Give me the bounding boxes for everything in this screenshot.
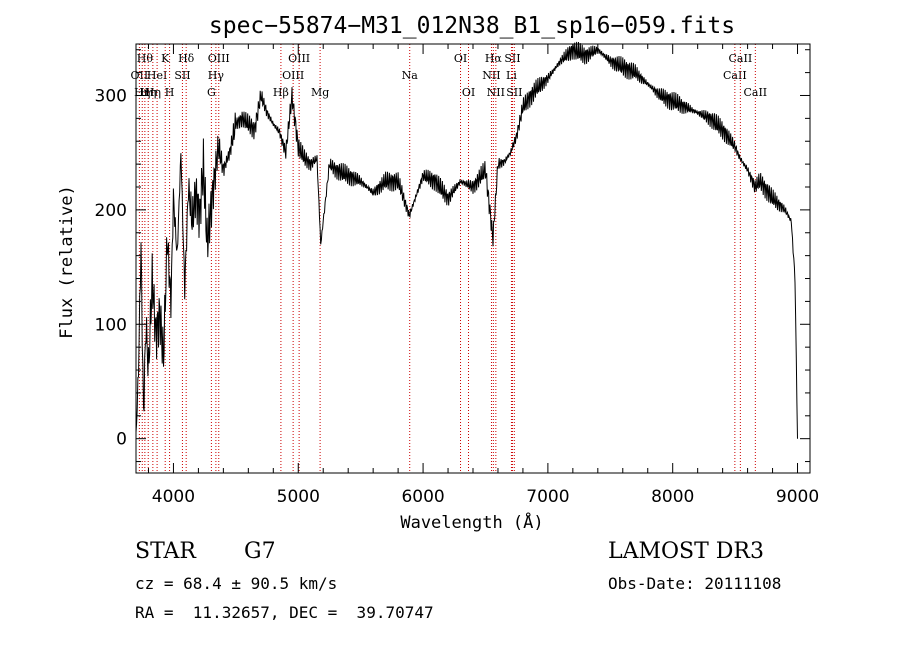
redshift-info: cz = 68.4 ± 90.5 km/s bbox=[135, 574, 338, 593]
y-axis-label: Flux (relative) bbox=[57, 185, 77, 339]
line-label: OI bbox=[462, 86, 475, 99]
x-tick-label: 5000 bbox=[277, 487, 320, 507]
line-label: NII bbox=[482, 69, 500, 82]
line-label: OIII bbox=[208, 52, 230, 65]
object-subclass: G7 bbox=[244, 539, 276, 564]
line-label: Hα bbox=[485, 52, 503, 65]
line-label: Hγ bbox=[208, 69, 225, 82]
line-label: SII bbox=[504, 52, 520, 65]
x-axis-label: Wavelength (Å) bbox=[400, 511, 543, 533]
line-label: CaII bbox=[729, 52, 753, 65]
line-label: Li bbox=[506, 69, 517, 82]
obs-date: Obs-Date: 20111108 bbox=[608, 574, 782, 593]
line-label: CaII bbox=[743, 86, 767, 99]
line-label: OIII bbox=[282, 69, 304, 82]
line-label: Hβ bbox=[273, 86, 289, 99]
spectrum-line bbox=[135, 41, 798, 439]
line-label: H bbox=[165, 86, 175, 99]
y-tick-label: 300 bbox=[95, 86, 127, 106]
survey-name: LAMOST DR3 bbox=[608, 539, 764, 564]
line-label: HeI bbox=[147, 69, 167, 82]
line-label: OII bbox=[131, 69, 149, 82]
line-label: CaII bbox=[723, 69, 747, 82]
x-tick-label: 8000 bbox=[651, 487, 694, 507]
line-label: SII bbox=[506, 86, 522, 99]
plot-frame bbox=[135, 43, 811, 474]
line-label: Na bbox=[402, 69, 419, 82]
chart-title: spec−55874−M31_012N38_B1_sp16−059.fits bbox=[209, 13, 735, 39]
line-label: Hδ bbox=[178, 52, 195, 65]
y-axis: 0 100 200 300 bbox=[95, 49, 810, 463]
line-label: Hθ bbox=[137, 52, 154, 65]
line-label: K bbox=[161, 52, 170, 65]
line-markers: OIIHηHθHηHηHeIKHSIIHδGHγOIIIHβOIIIOIIIMg… bbox=[131, 44, 767, 473]
y-tick-label: 200 bbox=[95, 201, 127, 221]
line-label: NII bbox=[487, 86, 505, 99]
line-label: OIII bbox=[288, 52, 310, 65]
line-label: Hη bbox=[145, 86, 161, 99]
y-tick-label: 100 bbox=[95, 315, 127, 335]
x-tick-label: 9000 bbox=[776, 487, 819, 507]
line-label: Mg bbox=[311, 86, 329, 99]
x-tick-label: 4000 bbox=[152, 487, 195, 507]
x-tick-label: 6000 bbox=[401, 487, 444, 507]
line-label: SII bbox=[174, 69, 190, 82]
x-axis: 4000 5000 6000 7000 8000 9000 bbox=[147, 44, 819, 507]
y-tick-label: 0 bbox=[116, 430, 127, 450]
spectrum-series bbox=[135, 41, 798, 439]
coordinates: RA = 11.32657, DEC = 39.70747 bbox=[135, 603, 434, 622]
line-label: G bbox=[207, 86, 216, 99]
object-class: STAR bbox=[135, 539, 196, 564]
x-tick-label: 7000 bbox=[526, 487, 569, 507]
line-label: OI bbox=[454, 52, 467, 65]
